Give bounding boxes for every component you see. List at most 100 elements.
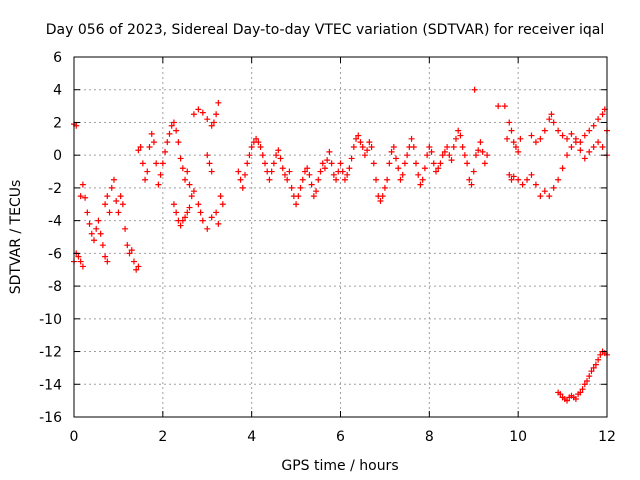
data-point-main	[268, 168, 275, 175]
data-point-main	[139, 160, 146, 167]
y-tick-label: 4	[53, 83, 62, 99]
data-point-main	[261, 160, 268, 167]
data-point-main	[104, 193, 111, 200]
data-point-main	[448, 157, 455, 164]
data-point-main	[337, 160, 344, 167]
data-point-main	[506, 171, 513, 178]
data-point-main	[208, 214, 215, 221]
data-point-main	[475, 147, 482, 154]
data-point-main	[439, 152, 446, 159]
data-point-main	[368, 144, 375, 150]
data-point-main	[128, 247, 135, 254]
data-point-main	[515, 176, 522, 183]
data-point-main	[559, 132, 566, 139]
y-tick-label: -4	[48, 214, 62, 230]
data-point-main	[208, 122, 215, 129]
data-point-main	[324, 157, 331, 164]
data-point-main	[432, 168, 439, 175]
data-point-main	[297, 184, 304, 191]
data-point-main	[142, 176, 149, 183]
data-point-main	[455, 127, 462, 134]
data-point-main	[386, 160, 393, 167]
data-point-main	[210, 119, 217, 126]
data-point-main	[99, 242, 106, 249]
data-point-main	[113, 198, 120, 204]
data-point-main	[219, 201, 226, 208]
data-point-main	[244, 160, 251, 167]
data-point-low-branch	[592, 361, 599, 368]
data-point-main	[199, 109, 206, 116]
data-point-main	[295, 193, 302, 200]
data-point-main	[541, 188, 548, 195]
data-point-main	[366, 139, 373, 146]
data-point-main	[208, 168, 215, 175]
data-point-main	[388, 148, 395, 155]
data-point-main	[95, 217, 102, 224]
data-point-main	[441, 148, 448, 155]
data-point-main	[479, 148, 486, 155]
data-point-main	[450, 144, 457, 150]
data-point-main	[397, 176, 404, 183]
data-point-main	[273, 152, 280, 159]
x-tick-label: 2	[158, 429, 167, 445]
data-point-main	[393, 155, 400, 162]
data-point-main	[564, 152, 571, 159]
y-tick-label: -10	[39, 312, 62, 328]
x-tick-label: 0	[70, 429, 79, 445]
data-point-main	[428, 148, 435, 155]
x-axis-title: GPS time / hours	[281, 458, 398, 474]
data-point-main	[122, 225, 129, 232]
data-point-main	[177, 222, 184, 229]
data-point-main	[506, 119, 513, 126]
data-point-main	[581, 132, 588, 139]
data-point-main	[284, 176, 291, 183]
data-point-main	[204, 116, 211, 123]
chart-title: Day 056 of 2023, Sidereal Day-to-day VTE…	[46, 22, 604, 38]
data-point-main	[532, 181, 539, 188]
data-point-main	[577, 147, 584, 154]
data-point-main	[146, 144, 153, 150]
data-point-main	[472, 152, 479, 159]
data-point-main	[117, 193, 124, 200]
data-point-low-branch	[577, 389, 584, 396]
data-point-main	[524, 176, 531, 183]
data-point-low-branch	[557, 391, 564, 398]
data-point-main	[464, 160, 471, 167]
data-point-main	[266, 176, 273, 183]
data-point-main	[426, 144, 433, 150]
data-point-main	[555, 127, 562, 134]
data-point-main	[424, 152, 431, 159]
data-point-main	[581, 155, 588, 162]
data-point-main	[501, 103, 508, 110]
data-point-main	[242, 171, 249, 178]
data-point-main	[355, 132, 362, 139]
data-point-main	[115, 209, 122, 216]
data-point-main	[157, 171, 164, 178]
data-point-main	[446, 152, 453, 159]
data-point-main	[555, 176, 562, 183]
data-point-low-branch	[590, 364, 597, 371]
data-point-main	[319, 160, 326, 167]
y-tick-label: -8	[48, 279, 62, 295]
data-point-main	[277, 155, 284, 162]
data-point-main	[468, 181, 475, 188]
y-tick-label: -16	[39, 410, 62, 426]
data-point-main	[190, 111, 197, 118]
data-point-main	[421, 165, 428, 172]
data-point-main	[301, 168, 308, 175]
data-point-main	[246, 152, 253, 159]
data-point-main	[293, 201, 300, 208]
data-point-main	[408, 135, 415, 142]
data-point-main	[102, 201, 109, 208]
data-point-main	[353, 135, 360, 142]
data-point-main	[257, 144, 264, 150]
data-point-main	[182, 214, 189, 221]
data-point-main	[568, 130, 575, 137]
data-point-main	[77, 258, 84, 265]
data-point-main	[528, 132, 535, 139]
data-point-main	[90, 237, 97, 244]
data-point-main	[350, 144, 357, 150]
data-point-main	[177, 155, 184, 162]
data-point-main	[399, 171, 406, 178]
data-point-main	[481, 160, 488, 167]
